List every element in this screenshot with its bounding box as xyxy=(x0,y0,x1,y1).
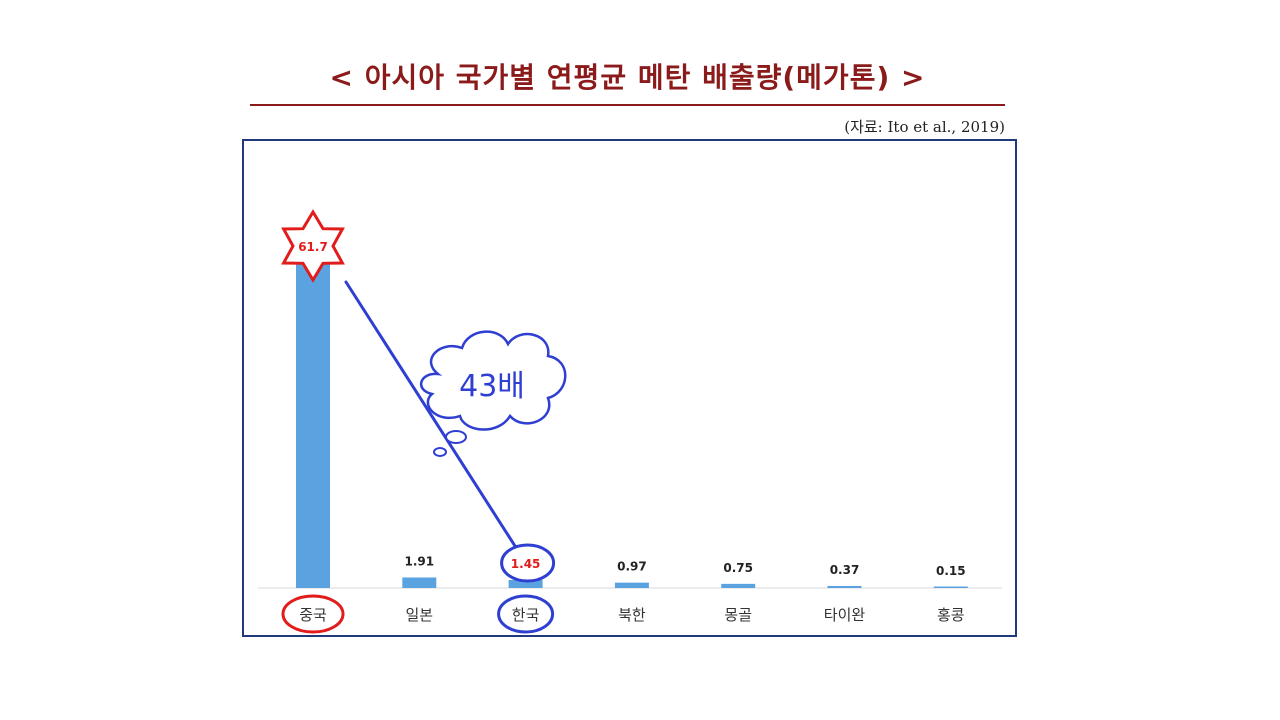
category-label: 중국 xyxy=(299,606,327,624)
value-label-star: 61.7 xyxy=(298,240,328,254)
value-label: 1.45 xyxy=(511,557,541,571)
bar-타이완 xyxy=(827,585,862,588)
category-label: 타이완 xyxy=(824,606,866,624)
page-title: < 아시아 국가별 연평균 메탄 배출량(메가톤) > xyxy=(329,61,926,94)
star-highlight xyxy=(281,209,345,283)
thought-bubble-small xyxy=(445,430,467,444)
value-label: 0.15 xyxy=(936,564,966,578)
title-underline: < 아시아 국가별 연평균 메탄 배출량(메가톤) > xyxy=(250,58,1005,106)
category-label: 홍콩 xyxy=(937,606,965,624)
category-label: 북한 xyxy=(618,606,646,624)
circle-highlight-korea-label xyxy=(497,594,555,634)
category-label: 몽골 xyxy=(724,606,752,624)
value-label: 0.75 xyxy=(723,561,753,575)
circle-highlight-korea-value xyxy=(500,543,556,583)
source-citation: (자료: Ito et al., 2019) xyxy=(844,118,1005,136)
bar-일본 xyxy=(402,577,437,588)
thought-bubble-tiny xyxy=(433,447,447,457)
value-label: 0.97 xyxy=(617,560,647,574)
ratio-label: 43배 xyxy=(459,369,525,404)
bar-한국 xyxy=(508,580,543,588)
circle-highlight-china xyxy=(281,594,345,634)
bar-중국 xyxy=(296,248,330,588)
value-label: 0.37 xyxy=(830,563,860,577)
comparison-line xyxy=(344,280,517,548)
category-label: 일본 xyxy=(405,606,433,624)
bar-홍콩 xyxy=(933,586,968,588)
bar-몽골 xyxy=(721,583,756,588)
value-label: 1.91 xyxy=(404,554,434,568)
thought-cloud xyxy=(419,330,567,431)
category-label: 한국 xyxy=(512,606,540,624)
bar-북한 xyxy=(614,582,649,588)
chart-frame xyxy=(242,139,1017,637)
